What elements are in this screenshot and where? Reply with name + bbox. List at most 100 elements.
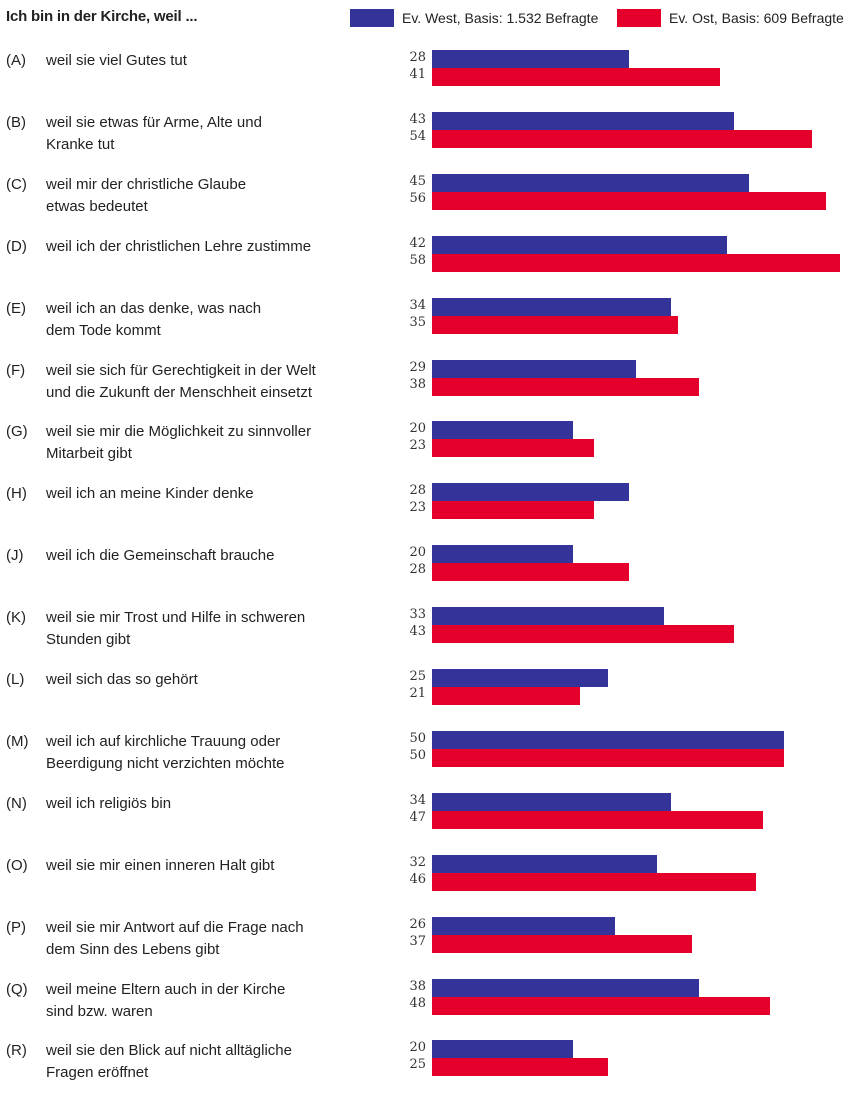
bar-ost [432,996,770,1015]
chart-row: (H) weil ich an meine Kinder denke 28 23 [0,483,857,537]
data-label-ost: 25 [409,1057,426,1073]
chart-row: (D) weil ich der christlichen Lehre zusti… [0,235,857,290]
chart-row: (R) weil sie den Blick auf nicht alltägli… [0,1040,857,1094]
data-label-ost: 35 [409,314,426,330]
category-code: (N) [6,794,27,812]
category-label: weil ich religiös bin [46,794,172,812]
chart-row: (O) weil sie mir einen inneren Halt gibt 3… [0,854,857,909]
data-label-west: 34 [409,297,426,313]
data-label-west: 25 [409,669,426,684]
category-label: weil sie etwas für Arme, Alte und Kranke… [46,113,262,153]
category-label: weil sie mir die Möglichkeit zu sinnvoll… [46,423,312,463]
category-label: weil sich das so gehört [46,671,198,688]
legend-swatch-west [350,9,394,27]
bar-west [432,50,629,68]
data-label-ost: 28 [409,562,426,578]
bar-west [432,235,728,254]
category-label: weil ich an das denke, was nach dem Tode… [46,299,262,339]
category-code: (P) [6,918,26,936]
category-label: weil sie mir Antwort auf die Frage nach … [46,918,304,958]
category-label: weil sie mir einen inneren Halt gibt [46,856,275,874]
legend-swatch-ost [617,9,661,27]
category-label: weil sie sich für Gerechtigkeit in der W… [46,361,316,401]
data-label-ost: 46 [409,871,426,887]
data-label-west: 29 [409,359,426,375]
bar-ost [432,625,735,644]
data-label-west: 28 [409,50,426,65]
chart-row: (F) weil sie sich für Gerechtigkeit in de… [0,359,857,414]
data-label-west: 42 [409,235,426,251]
chart-row: (L) weil sich das so gehört 25 21 [0,669,857,723]
data-label-ost: 50 [409,747,426,763]
data-label-ost: 56 [409,190,426,206]
data-label-west: 32 [409,854,426,870]
bar-west [432,111,735,130]
category-code: (F) [6,361,26,379]
category-label: weil ich an meine Kinder denke [46,485,254,503]
data-label-ost: 23 [409,438,426,454]
bar-ost [432,129,812,148]
data-label-west: 20 [409,1040,426,1056]
bar-west [432,359,636,378]
data-label-ost: 38 [409,376,426,392]
category-code: (M) [6,732,29,750]
category-code: (O) [6,856,28,874]
category-label: weil sie mir Trost und Hilfe in schweren… [46,609,306,649]
bar-ost [432,377,700,396]
category-code: (Q) [6,980,28,998]
data-label-west: 20 [409,421,426,437]
bar-west [432,297,672,316]
category-label: weil sie den Blick auf nicht alltägliche… [46,1042,292,1082]
legend-label-west: Ev. West, Basis: 1.532 Befragte [402,10,599,26]
data-label-ost: 58 [409,252,426,268]
bar-ost [432,191,826,210]
chart-row: (K) weil sie mir Trost und Hilfe in schwe… [0,607,857,661]
category-code: (A) [6,52,26,69]
data-label-west: 34 [409,792,426,808]
bar-ost [432,315,679,334]
category-code: (G) [6,423,28,441]
bar-ost [432,872,756,891]
legend-item-ost: Ev. Ost, Basis: 609 Befragte [617,8,844,28]
category-code: (H) [6,485,27,503]
category-code: (K) [6,609,26,627]
category-label: weil sie viel Gutes tut [46,52,187,69]
category-code: (C) [6,175,27,193]
bar-west [432,1040,573,1059]
data-label-west: 50 [409,730,426,746]
category-code: (B) [6,113,26,131]
chart-row: (M) weil ich auf kirchliche Trauung oder … [0,730,857,785]
chart-row: (G) weil sie mir die Möglichkeit zu sinnv… [0,421,857,475]
chart-row: (E) weil ich an das denke, was nach dem T… [0,297,857,352]
legend-label-ost: Ev. Ost, Basis: 609 Befragte [669,10,844,26]
bar-west [432,854,658,873]
bar-ost [432,687,580,705]
data-label-ost: 23 [409,500,426,516]
data-label-ost: 47 [409,809,426,825]
chart-title: Ich bin in der Kirche, weil ... [6,8,198,25]
data-label-west: 38 [409,978,426,994]
category-code: (L) [6,671,25,688]
category-code: (J) [6,547,24,565]
chart-row: (Q) weil meine Eltern auch in der Kirche … [0,978,857,1033]
bar-ost [432,934,693,953]
data-label-west: 33 [409,607,426,623]
data-label-ost: 48 [409,995,426,1011]
bar-west [432,483,629,502]
data-label-ost: 37 [409,933,426,949]
data-label-west: 43 [409,111,426,127]
legend-item-west: Ev. West, Basis: 1.532 Befragte [350,8,598,28]
chart-row: (C) weil mir der christliche Glaube etwas… [0,173,857,228]
chart-row: (B) weil sie etwas für Arme, Alte und Kra… [0,111,857,166]
bar-ost [432,439,594,458]
bar-west [432,978,700,997]
category-label: weil meine Eltern auch in der Kirche sin… [46,980,286,1020]
bar-ost [432,253,840,272]
bar-ost [432,748,784,767]
data-label-ost: 21 [409,686,426,701]
bar-west [432,730,784,749]
bar-ost [432,810,763,829]
category-code: (R) [6,1042,27,1060]
bar-west [432,173,749,192]
